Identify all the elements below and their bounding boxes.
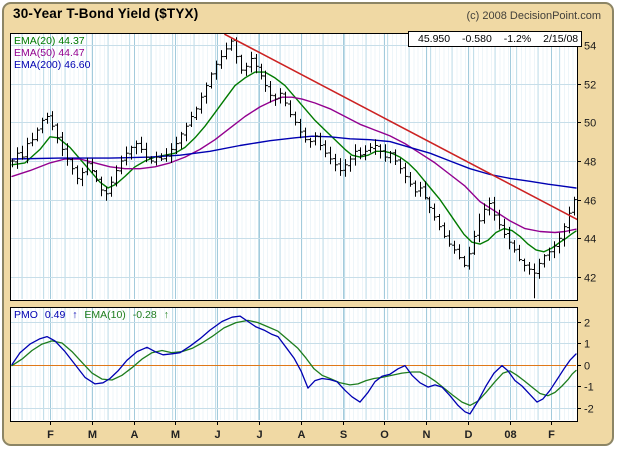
legend-ema20: EMA(20) 44.37 xyxy=(14,35,85,47)
legend-ema50: EMA(50) 44.47 xyxy=(14,47,85,59)
quote-last: 45.950 xyxy=(418,33,451,45)
pmo-ema10-value: -0.28 xyxy=(132,309,157,321)
pmo-up-arrow-icon: ↑ xyxy=(72,309,78,321)
main-chart-legend: EMA(20) 44.37 EMA(50) 44.47 EMA(200) 46.… xyxy=(14,35,90,71)
svg-text:50: 50 xyxy=(584,118,596,130)
svg-text:44: 44 xyxy=(584,234,596,246)
line-ema20 xyxy=(11,71,577,253)
copyright-text: (c) 2008 DecisionPoint.com xyxy=(466,10,601,22)
trendline xyxy=(224,33,577,221)
price-bars xyxy=(10,37,577,299)
svg-text:J: J xyxy=(214,429,220,441)
svg-text:48: 48 xyxy=(584,157,596,169)
svg-text:N: N xyxy=(423,429,431,441)
pmo-chart xyxy=(11,315,577,415)
svg-text:O: O xyxy=(380,429,389,441)
svg-text:42: 42 xyxy=(584,273,596,285)
svg-text:D: D xyxy=(465,429,473,441)
quote-change: -0.580 xyxy=(462,33,492,45)
svg-text:M: M xyxy=(88,429,97,441)
svg-text:-2: -2 xyxy=(584,404,594,416)
svg-text:54: 54 xyxy=(584,41,596,53)
pmo-label: PMO xyxy=(14,309,38,321)
main-y-axis: 54 52 50 48 46 44 42 xyxy=(577,41,596,285)
svg-text:J: J xyxy=(256,429,262,441)
svg-text:08: 08 xyxy=(504,429,516,441)
line-ema10 xyxy=(11,319,577,407)
svg-text:52: 52 xyxy=(584,80,596,92)
legend-ema200: EMA(200) 46.60 xyxy=(14,59,91,71)
svg-text:2: 2 xyxy=(584,318,590,330)
quote-box: 45.950 -0.580 -1.2% 2/15/08 xyxy=(408,31,582,47)
main-gridlines xyxy=(11,34,576,299)
svg-text:S: S xyxy=(340,429,347,441)
line-ema200 xyxy=(11,135,577,189)
pmo-y-axis: 2 1 0 -1 -2 xyxy=(577,318,594,416)
svg-text:-1: -1 xyxy=(584,382,594,394)
line-ema50 xyxy=(11,96,577,234)
svg-text:M: M xyxy=(171,429,180,441)
main-chart xyxy=(10,33,577,299)
page-title: 30-Year T-Bond Yield ($TYX) xyxy=(13,6,199,21)
svg-text:1: 1 xyxy=(584,339,590,351)
line-pmo xyxy=(11,315,577,415)
svg-text:F: F xyxy=(47,429,54,441)
pmo-legend: PMO 0.49 ↑ EMA(10) -0.28 ↑ xyxy=(14,309,173,321)
pmo-value: 0.49 xyxy=(44,309,66,321)
svg-text:F: F xyxy=(548,429,555,441)
quote-date: 2/15/08 xyxy=(543,33,579,45)
svg-text:A: A xyxy=(298,429,306,441)
quote-percent: -1.2% xyxy=(503,33,532,45)
svg-text:0: 0 xyxy=(584,361,590,373)
pmo-ema10-up-arrow-icon: ↑ xyxy=(163,309,169,321)
svg-text:A: A xyxy=(131,429,139,441)
x-axis: F M A M J J A S O N D 08 F xyxy=(47,421,555,441)
svg-text:46: 46 xyxy=(584,196,596,208)
pmo-ema10-label: EMA(10) xyxy=(84,309,126,321)
pmo-gridlines xyxy=(11,308,576,420)
